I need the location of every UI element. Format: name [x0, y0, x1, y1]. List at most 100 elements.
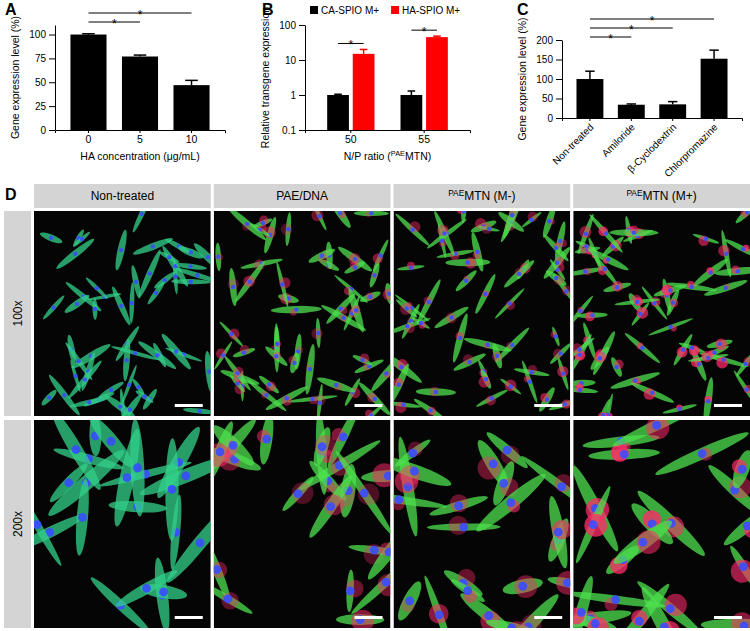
nucleus — [724, 252, 728, 256]
particle-signal — [501, 446, 520, 465]
particle-signal — [662, 285, 673, 296]
cell — [315, 318, 321, 348]
cell — [274, 323, 280, 372]
tick-label: 0 — [40, 125, 46, 136]
particle-signal — [637, 530, 661, 554]
nucleus — [151, 244, 155, 248]
particle-signal — [358, 483, 380, 505]
nucleus — [339, 306, 343, 310]
tick-mark — [299, 25, 305, 26]
cell — [454, 268, 479, 293]
cell — [214, 420, 237, 484]
significance: * — [88, 8, 191, 22]
nucleus — [462, 211, 466, 214]
cell — [732, 369, 750, 410]
particle-signal — [395, 402, 406, 413]
particle-signal — [456, 332, 464, 340]
particle-signal — [573, 607, 585, 624]
cell — [702, 377, 715, 416]
tick-label: Non-treated — [550, 122, 595, 167]
tick-label: 100 — [279, 20, 296, 31]
nucleus — [554, 528, 563, 537]
particle-signal — [492, 352, 502, 362]
tick-label: 100 — [536, 74, 553, 85]
error-cap — [82, 33, 95, 35]
cell — [411, 316, 431, 330]
cell — [590, 330, 617, 377]
nucleus — [635, 617, 644, 626]
nucleus — [338, 211, 342, 215]
tick: 0.1 — [282, 125, 305, 136]
nucleus — [397, 382, 401, 386]
tick-mark — [299, 95, 305, 96]
nucleus — [339, 432, 348, 441]
nucleus — [584, 232, 588, 236]
plot-marks — [327, 36, 448, 130]
nucleus — [384, 371, 388, 375]
cell — [307, 246, 336, 265]
micrograph-background — [394, 211, 571, 416]
nucleus — [577, 608, 586, 617]
particle-signal — [552, 520, 570, 539]
nucleus — [743, 521, 750, 530]
nucleus — [264, 393, 268, 397]
nucleus — [652, 421, 661, 430]
nucleus — [87, 400, 91, 404]
nucleus — [490, 396, 494, 400]
nucleus — [614, 365, 618, 369]
nucleus — [427, 300, 431, 304]
particle-signal — [744, 385, 750, 393]
cell — [113, 229, 129, 271]
significance-label: * — [348, 38, 353, 52]
nucleus — [510, 213, 514, 217]
error-line — [713, 50, 715, 59]
particle-signal — [430, 387, 440, 397]
scale-bar — [175, 404, 203, 407]
y-axis: 0.1110100 — [279, 20, 305, 136]
column-header-box — [34, 184, 211, 208]
x-axis-title: HA concentration (μg/mL) — [80, 150, 199, 162]
particle-signal — [360, 353, 369, 362]
nucleus — [743, 362, 747, 366]
nucleus — [601, 413, 605, 416]
cell — [92, 298, 97, 320]
nucleus — [142, 584, 151, 593]
nucleus — [294, 307, 298, 311]
particle-signal — [732, 459, 747, 474]
cell — [432, 211, 457, 257]
nucleus — [133, 351, 137, 355]
nucleus — [704, 237, 708, 241]
error-bar — [627, 103, 636, 105]
cell — [588, 345, 611, 373]
nucleus — [47, 395, 51, 399]
particle-signal — [689, 345, 699, 355]
particle-signal — [334, 383, 342, 391]
cell — [573, 574, 597, 628]
particle-signal — [429, 604, 449, 624]
nucleus — [360, 489, 369, 498]
cell — [721, 502, 750, 549]
nucleus — [195, 273, 199, 277]
tick: 25 — [35, 101, 55, 112]
tick: Chlorpromazine — [662, 118, 720, 179]
cell — [541, 245, 570, 281]
particle-signal — [261, 391, 268, 398]
tick: 200 — [536, 35, 562, 46]
significance-label: * — [422, 25, 427, 39]
nucleus — [95, 286, 99, 290]
particle-signal — [575, 384, 583, 392]
cell — [311, 211, 328, 231]
nucleus — [51, 305, 55, 309]
tick-label: 150 — [536, 54, 553, 65]
nucleus — [712, 350, 716, 354]
particle-signal — [631, 610, 647, 626]
cell — [345, 569, 354, 612]
nucleus — [394, 495, 403, 504]
nucleus — [487, 227, 491, 231]
x-axis-title: N/P ratio (PAEMTN) — [344, 149, 431, 162]
cell — [611, 420, 703, 450]
particle-signal — [214, 443, 231, 467]
nucleus — [697, 362, 701, 366]
significance: * — [590, 23, 673, 37]
nucleus — [154, 291, 158, 295]
